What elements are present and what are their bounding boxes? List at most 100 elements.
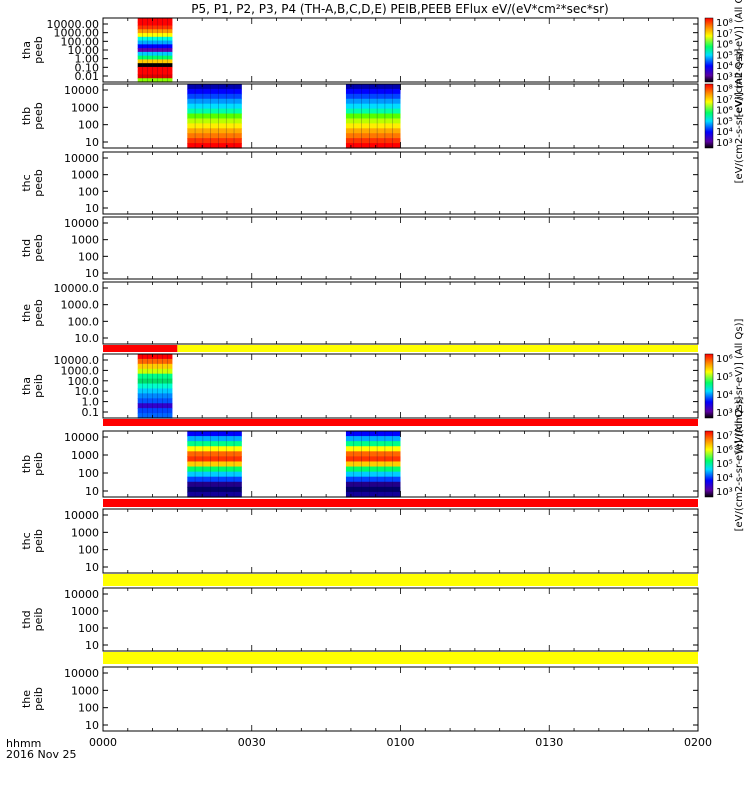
panel-probe-label: thb [20,455,33,473]
colorbar: 10⁷ 10⁶ 10⁵ 10⁴ 10³ [eV/(cm2-s-sr-eV)] (All Q… [704,396,745,531]
spectrogram-band [187,138,242,144]
ytick-label: 1000 [71,234,99,247]
spectrogram-band [345,441,401,447]
panel-instrument-label: peeb [32,234,45,262]
ytick-label: 10 [85,485,99,498]
spectrogram-band [137,70,173,76]
spectrogram-band [187,491,242,498]
spectrogram-band [187,84,242,90]
chart-title: P5, P1, P2, P3, P4 (TH-A,B,C,D,E) PEIB,P… [191,2,608,16]
colorbar-scale [704,353,714,419]
spectrogram-band [137,66,173,72]
spectrogram-band [137,21,173,27]
spectrogram-band [137,74,173,79]
status-bar-segment [103,574,698,586]
ytick-label: 1000 [71,605,99,618]
ytick-label: 1000 [71,526,99,539]
ytick-label: 100 [78,622,99,635]
ytick-label: 100 [78,544,99,557]
ytick-label: 10 [85,202,99,215]
ytick-label: 10.00 [68,44,100,57]
ytick-label: 100 [78,119,99,132]
spectrogram-block [137,354,173,419]
panel-the-peib: 10000 1000 100 10 the peib [20,666,699,732]
spectrogram-band [345,123,401,129]
ytick-label: 1000.0 [61,364,100,377]
xtick-label: 0100 [387,736,415,749]
spectrogram-band [187,118,242,124]
time-format-label: hhmm [6,737,41,750]
panel-probe-label: thc [20,532,33,549]
spectrogram-band [345,451,401,457]
colorbar-tick-label: 10⁴ [716,127,733,138]
spectrogram-band [345,466,401,473]
ytick-label: 10000 [64,152,99,165]
xtick-label: 0030 [238,736,266,749]
spectrogram-band [187,431,242,437]
spectrogram-band [345,143,401,149]
panel-thc-peeb: 10000 1000 100 10 thc peeb [20,151,699,215]
ytick-label: 100.00 [61,35,100,48]
panel-probe-label: thc [20,174,33,191]
colorbar-unit-label: [eV/(cm2-s-sr-eV)] (All Qs)] [734,48,745,183]
spectrogram-band [137,393,173,399]
colorbar-tick-label: 10³ [716,72,733,83]
spectrogram-band [137,33,173,38]
ytick-label: 0.10 [75,61,100,74]
colorbar-scale [704,83,714,149]
colorbar-tick-label: 10⁶ [716,445,733,456]
colorbar-tick-label: 10³ [716,487,733,498]
spectrogram-band [187,123,242,129]
spectrogram-band [187,441,242,447]
spectrogram-band [137,25,173,30]
spectrogram-band [187,456,242,463]
panel-thb-peib: 10000 1000 100 10 thb peib [20,430,699,507]
ytick-label: 10000 [64,217,99,230]
ytick-label: 100 [78,185,99,198]
ytick-label: 10 [85,267,99,280]
spectrogram-block [137,18,173,83]
spectrogram-band [137,29,173,34]
panel-frame [102,666,699,732]
ytick-label: 10 [85,136,99,149]
spectrogram-band [345,98,401,105]
ytick-label: 0.01 [75,70,100,83]
panel-instrument-label: peib [32,608,45,632]
panel-probe-label: tha [20,377,33,395]
panel-instrument-label: peib [32,529,45,553]
colorbar-tick-label: 10⁷ [716,29,733,40]
spectrogram-band [187,446,242,452]
spectrogram-band [137,40,173,45]
panel-frame [102,587,699,652]
spectrogram-band [137,48,173,53]
spectrogram-band [137,51,173,57]
panel-probe-label: thd [20,239,33,257]
spectrogram-band [187,461,242,468]
ytick-label: 1000 [71,684,99,697]
panel-instrument-label: peeb [32,36,45,64]
spectrogram-band [345,461,401,468]
status-bar-segment [103,499,698,507]
panel-probe-label: thd [20,610,33,628]
spectrogram-band [345,138,401,144]
ytick-label: 10 [85,639,99,652]
panel-instrument-label: peeb [32,299,45,327]
status-bar-segment [103,652,698,664]
panel-instrument-label: peib [32,374,45,398]
spectrogram-band [137,44,173,49]
colorbar-tick-label: 10⁴ [716,473,733,484]
spectrogram-band [137,78,173,83]
colorbar-tick-label: 10³ [716,408,733,419]
panel-frame [102,216,699,280]
ytick-label: 100 [78,250,99,263]
spectrogram-block [187,431,242,498]
spectrogram-band [345,431,401,437]
ytick-label: 1.0 [82,396,100,409]
colorbar-unit-label: [eV/(cm2-s-sr-eV)] (All Qs)] [734,0,745,117]
panel-the-peeb: 10000.0 1000.0 100.0 10.0 the peeb [20,281,699,352]
colorbar-tick-label: 10⁵ [716,50,733,61]
spectrogram-band [345,113,401,120]
